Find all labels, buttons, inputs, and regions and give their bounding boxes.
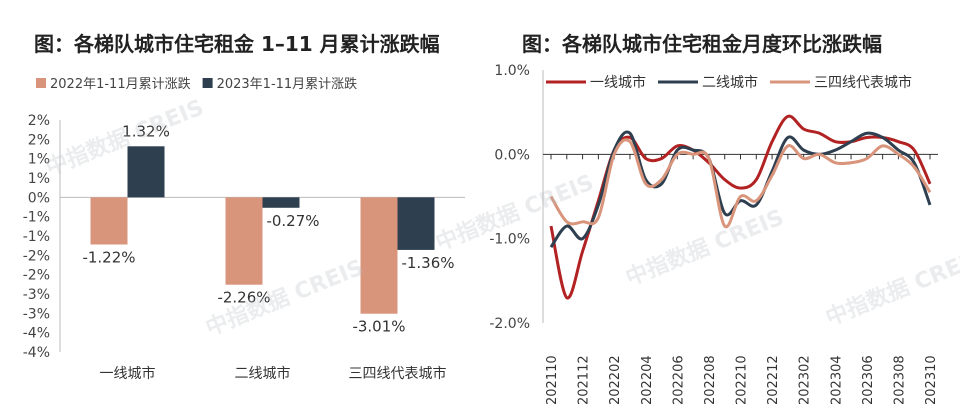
x-tick-label: 202204	[640, 355, 655, 405]
y-tick-label: -2%	[23, 248, 50, 264]
y-tick-label: 1.0%	[494, 63, 530, 79]
bar	[397, 197, 435, 250]
y-tick-label: -4%	[23, 345, 50, 361]
line-chart: 一线城市 二线城市 三四线代表城市 1.0% 0.0% -1.0% -2.0% 202110 2…	[489, 63, 939, 405]
y-tick-label: -3%	[23, 306, 50, 322]
series-line	[549, 138, 932, 229]
x-tick-label: 202112	[577, 355, 592, 405]
legend-label: 一线城市	[590, 74, 646, 91]
legend-label: 2023年1-11月累计涨跌	[217, 76, 358, 92]
legend-label: 2022年1-11月累计涨跌	[50, 76, 191, 92]
data-label: -0.27%	[266, 212, 319, 230]
right-chart-title: 图：各梯队城市住宅租金月度环比涨跌幅	[522, 32, 882, 56]
x-tick-label: 202210	[735, 355, 750, 405]
y-tick-label: -1%	[23, 210, 50, 226]
legend-label: 二线城市	[702, 74, 758, 91]
bar	[90, 197, 128, 245]
y-tick-label: 1%	[28, 152, 50, 168]
right-chart-panel: 图：各梯队城市住宅租金月度环比涨跌幅 一线城市 二线城市 三四线代表城市 1.0% 0.…	[470, 0, 960, 415]
data-label: 1.32%	[122, 122, 170, 140]
y-tick-label: -2%	[23, 268, 50, 284]
data-label: -1.22%	[82, 249, 135, 267]
y-tick-label: -2.0%	[489, 316, 530, 332]
x-tick-label: 202212	[766, 355, 781, 405]
legend-swatch	[36, 78, 46, 88]
x-tick-label: 202310	[924, 355, 939, 405]
left-chart-panel: 图：各梯队城市住宅租金 1–11 月累计涨跌幅 2022年1-11月累计涨跌 20…	[0, 0, 470, 415]
y-tick-label: 1%	[28, 171, 50, 187]
y-tick-label: 2%	[28, 113, 50, 129]
data-label: -2.26%	[217, 289, 270, 307]
y-tick-label: -4%	[23, 326, 50, 342]
x-tick-label: 202206	[671, 355, 686, 405]
bar-chart: 2022年1-11月累计涨跌 2023年1-11月累计涨跌 2% 2% 1% 1% 0% -1…	[23, 76, 465, 382]
bar	[127, 146, 165, 198]
x-tick-label: 二线城市	[235, 365, 291, 382]
legend-swatch	[202, 78, 213, 88]
left-chart-title: 图：各梯队城市住宅租金 1–11 月累计涨跌幅	[34, 32, 440, 56]
bar	[225, 197, 263, 285]
x-tick-label: 202308	[892, 355, 907, 405]
y-tick-label: -1%	[23, 229, 50, 245]
y-tick-label: 0.0%	[494, 147, 530, 163]
data-label: -1.36%	[401, 254, 454, 272]
y-tick-label: 0%	[28, 190, 50, 206]
x-tick-label: 202304	[829, 355, 844, 405]
bar	[262, 197, 300, 208]
y-tick-label: -3%	[23, 287, 50, 303]
legend-label: 三四线代表城市	[814, 74, 912, 91]
x-tick-label: 三四线代表城市	[349, 365, 447, 382]
series-line	[549, 114, 932, 300]
x-tick-label: 202202	[608, 355, 623, 405]
y-tick-label: -1.0%	[489, 232, 530, 248]
x-tick-label: 202110	[545, 355, 560, 405]
x-tick-label: 202208	[703, 355, 718, 405]
x-tick-label: 一线城市	[100, 365, 156, 382]
data-label: -3.01%	[352, 318, 405, 336]
series-line	[549, 130, 932, 248]
bar	[360, 197, 398, 314]
y-tick-label: 2%	[28, 132, 50, 148]
x-tick-label: 202302	[798, 355, 813, 405]
x-tick-label: 202306	[861, 355, 876, 405]
